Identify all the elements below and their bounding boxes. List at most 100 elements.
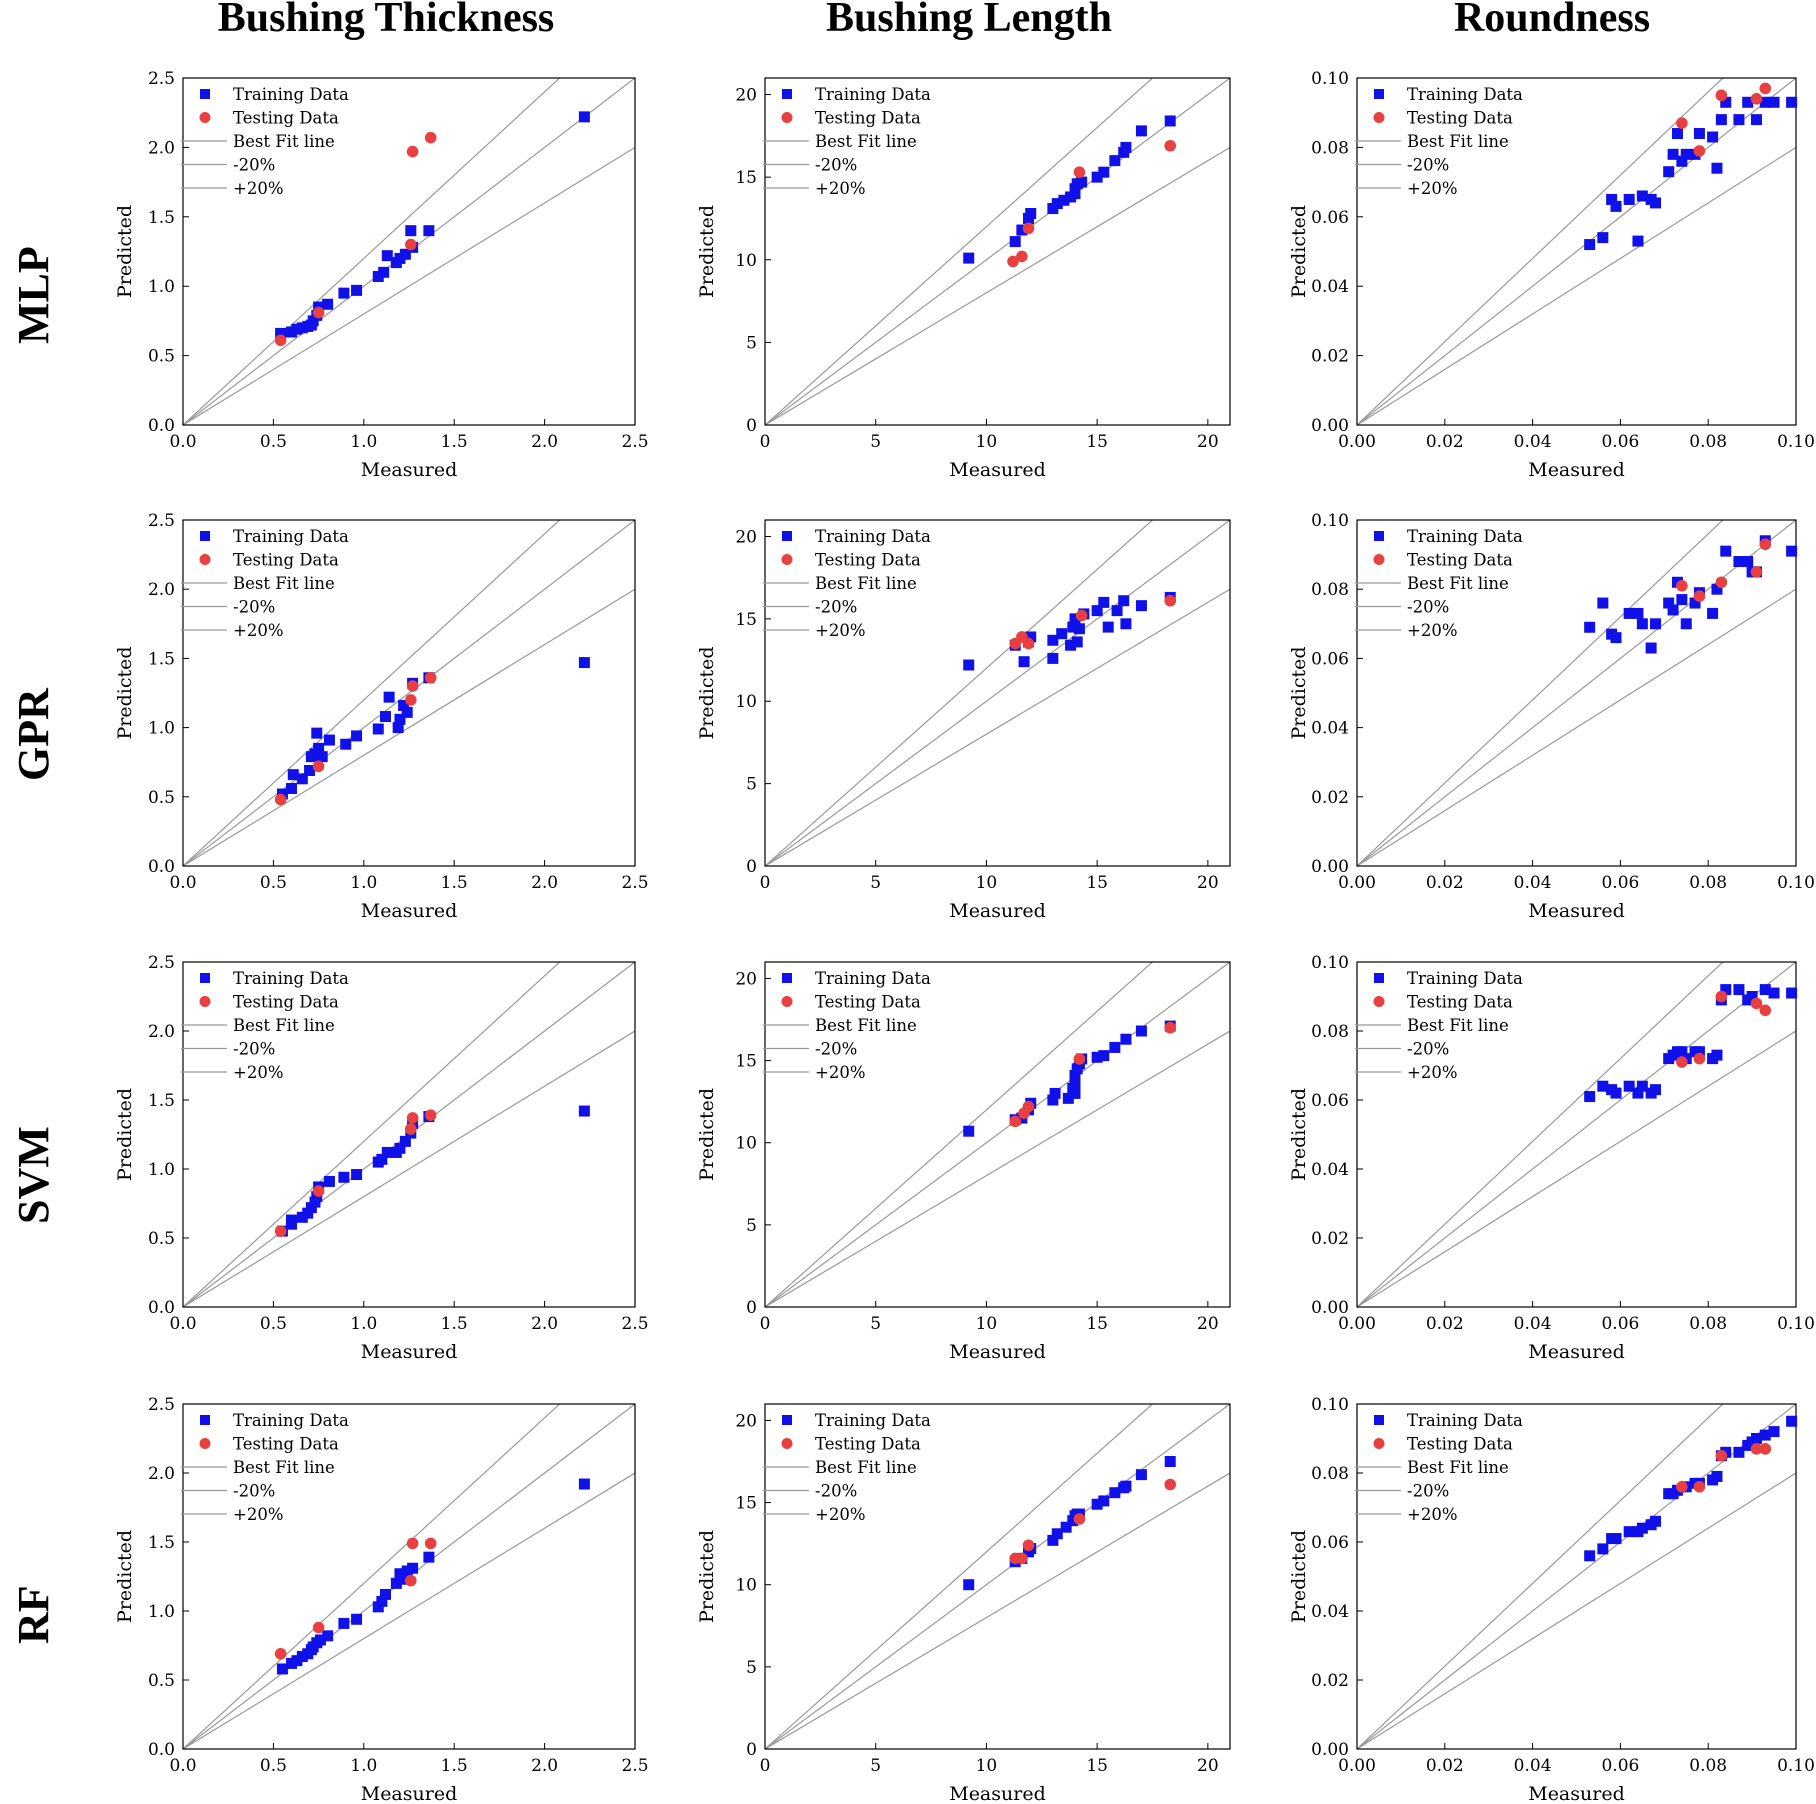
x-tick-label: 1.5 [441,873,468,893]
legend-label: -20% [1407,598,1449,617]
training-point [1069,1069,1081,1081]
training-point [1650,618,1662,630]
y-tick-label: 1.0 [148,1602,175,1622]
training-point [1759,96,1771,108]
training-point [1610,632,1622,644]
testing-point [274,1225,287,1237]
training-point [285,782,297,794]
x-axis-label: Measured [949,459,1046,481]
x-tick-label: 0.0 [169,1756,196,1776]
training-point [398,699,410,711]
training-point [1109,1041,1121,1053]
axes-frame [764,519,1231,867]
testing-point [1073,1053,1086,1065]
x-tick-label: 2.5 [621,873,648,893]
x-tick-label: 15 [1086,1314,1108,1334]
y-axis-label: Predicted [696,1530,718,1623]
testing-point [1022,637,1035,650]
x-axis-label: Measured [949,1341,1046,1363]
axes-frame [1356,1403,1797,1750]
legend-label: -20% [1407,1040,1449,1059]
training-point [963,1579,975,1591]
training-point [401,706,413,718]
best-fit-line [765,78,1230,425]
legend-label: Best Fit line [1407,1016,1509,1035]
legend-marker-testing [199,1438,211,1449]
x-axis-label: Measured [361,900,458,922]
training-point [1632,235,1644,247]
training-point [1636,618,1648,630]
y-axis-label: Predicted [114,1088,136,1181]
training-point [1069,1078,1081,1090]
y-tick-label: 0.06 [1311,1091,1349,1111]
y-tick-label: 20 [735,86,757,106]
testing-point [1693,1052,1706,1065]
best-fit-line [183,520,635,866]
y-axis-label: Predicted [114,205,136,298]
training-point [1623,1080,1635,1092]
axes-frame [182,77,636,426]
x-tick-label: 0.04 [1514,873,1552,893]
testing-point [1715,990,1728,1003]
training-point [1111,605,1123,617]
plus-20-line [183,78,561,425]
best-fit-line [1357,78,1796,425]
legend-marker-testing [1373,996,1385,1007]
y-tick-label: 0.04 [1311,719,1349,739]
x-tick-label: 1.5 [441,1756,468,1776]
training-point [302,1207,314,1219]
y-tick-label: 0.00 [1311,1298,1349,1318]
x-tick-label: 15 [1086,873,1108,893]
y-tick-label: 0.04 [1311,1602,1349,1622]
training-point [1711,1049,1723,1061]
y-tick-label: 20 [735,527,757,547]
legend-label: Training Data [815,1411,931,1430]
x-tick-label: 0.04 [1514,432,1552,452]
training-point [963,659,975,671]
training-point [1759,1429,1771,1441]
training-point [322,298,334,310]
training-point [276,788,288,800]
training-point [1693,1046,1705,1058]
y-tick-label: 0 [746,857,757,877]
training-point [394,713,406,725]
training-point [1584,1091,1596,1103]
x-tick-label: 0.00 [1338,1756,1376,1776]
legend-label: -20% [815,156,857,175]
x-tick-label: 0.00 [1338,873,1376,893]
axes-frame [764,77,1231,426]
x-axis-label: Measured [1528,459,1625,481]
x-tick-label: 0.02 [1426,873,1464,893]
plus-20-line [183,962,561,1307]
legend-marker-testing [199,996,211,1007]
x-tick-label: 0.02 [1426,1314,1464,1334]
testing-point [312,1185,325,1197]
y-tick-label: 1.0 [148,719,175,739]
testing-point [1075,609,1088,622]
legend-label: Testing Data [1407,993,1513,1012]
training-point [1711,1470,1723,1482]
testing-point [1750,93,1763,105]
training-point [398,1573,410,1585]
axes-frame [182,1403,636,1750]
training-point [1584,621,1596,633]
x-tick-label: 0.04 [1514,1314,1552,1334]
y-axis-label: Predicted [696,1088,718,1181]
training-point [1680,618,1692,630]
legend: Training Data Testing Data Best Fit line -2… [1355,1411,1523,1524]
training-point [1584,239,1596,251]
legend-marker-training [1374,1415,1384,1425]
testing-point [424,1109,437,1121]
legend-label: Best Fit line [233,574,335,593]
reference-lines [1357,520,1796,866]
y-axis-label: Predicted [696,205,718,298]
training-point [1623,607,1635,619]
legend-label: +20% [1407,179,1458,198]
testing-point [274,1647,287,1660]
minus-20-line [765,146,1230,425]
legend-label: Training Data [1407,969,1523,988]
legend-label: -20% [233,1040,275,1059]
testing-point [1676,117,1688,129]
training-point [1120,1480,1132,1492]
